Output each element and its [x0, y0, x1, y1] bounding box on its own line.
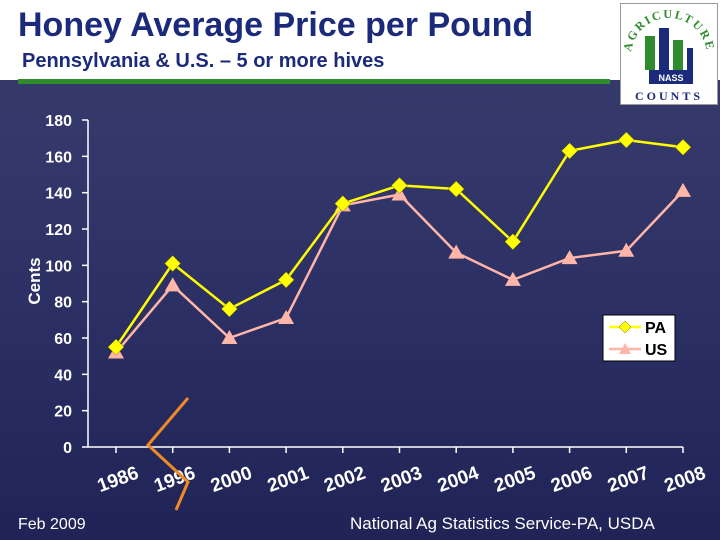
x-tick-label: 2008 — [662, 463, 709, 497]
agriculture-counts-logo: AGRICULTURE NASS COUNTS — [620, 3, 718, 105]
legend-marker-triangle — [619, 343, 631, 354]
y-tick-label: 0 — [63, 440, 72, 457]
data-point-pa — [617, 131, 635, 149]
x-tick-label: 2002 — [321, 463, 368, 497]
series-layer — [107, 131, 692, 359]
data-point-us — [221, 330, 238, 344]
x-tick-label: 2004 — [435, 463, 482, 497]
axis-break-mark — [145, 397, 190, 511]
y-tick-label: 100 — [45, 258, 72, 275]
logo-graphic: AGRICULTURE NASS COUNTS — [620, 7, 716, 103]
logo-bottom-text: COUNTS — [635, 89, 703, 103]
data-point-pa — [391, 177, 408, 194]
y-axis-label: Cents — [25, 257, 44, 304]
y-tick-label: 160 — [45, 149, 72, 166]
logo-badge: NASS — [658, 73, 683, 83]
x-tick-label: 2005 — [492, 463, 539, 497]
header-panel: Honey Average Price per Pound Pennsylvan… — [0, 0, 720, 80]
footer-date: Feb 2009 — [18, 516, 86, 533]
legend-label: PA — [645, 320, 666, 337]
x-tick-label: 2003 — [378, 463, 425, 497]
data-point-pa — [334, 195, 352, 212]
data-point-pa — [561, 142, 578, 160]
data-point-us — [164, 277, 181, 292]
data-point-pa — [504, 233, 522, 251]
series-line-us — [115, 189, 684, 354]
data-point-us — [618, 242, 635, 257]
data-point-us — [561, 250, 578, 265]
data-point-pa — [107, 338, 125, 356]
series-pa — [107, 131, 692, 356]
legend-marker-diamond — [618, 320, 632, 334]
data-point-pa — [221, 300, 238, 318]
y-tick-label: 20 — [54, 404, 72, 421]
header-divider — [18, 79, 610, 84]
series-line-pa — [114, 138, 684, 348]
footer-source: National Ag Statistics Service-PA, USDA — [350, 514, 655, 533]
x-tick-label: 2001 — [265, 463, 312, 497]
x-tick-label: 2000 — [208, 463, 255, 497]
y-tick-label: 120 — [45, 222, 72, 239]
y-tick-label: 140 — [45, 186, 72, 203]
data-point-us — [278, 310, 295, 325]
data-point-us — [675, 182, 691, 197]
y-tick-label: 80 — [54, 295, 72, 312]
data-point-us — [448, 244, 465, 259]
page-subtitle: Pennsylvania & U.S. – 5 or more hives — [22, 50, 385, 72]
y-tick-label: 60 — [54, 331, 72, 348]
data-point-pa — [277, 271, 295, 289]
legend-box — [602, 314, 676, 362]
x-tick-label: 2006 — [548, 463, 595, 497]
y-axis: 0 20 40 60 80 100 120 140 160 180 — [45, 113, 89, 457]
y-tick-label: 40 — [54, 367, 72, 384]
page-title: Honey Average Price per Pound — [18, 6, 534, 44]
x-axis: 1986 1996 2000 2001 2002 2003 2004 2005 2006 2007… — [88, 446, 709, 497]
x-tick-label: 2007 — [605, 463, 652, 497]
data-point-pa — [674, 138, 692, 156]
data-point-pa — [447, 180, 465, 198]
data-point-pa — [164, 255, 182, 272]
data-point-us — [504, 271, 521, 286]
x-tick-label: 1986 — [95, 463, 142, 497]
chart-legend: PA US — [602, 314, 676, 362]
legend-label: US — [645, 342, 668, 359]
y-tick-label: 180 — [45, 113, 72, 130]
